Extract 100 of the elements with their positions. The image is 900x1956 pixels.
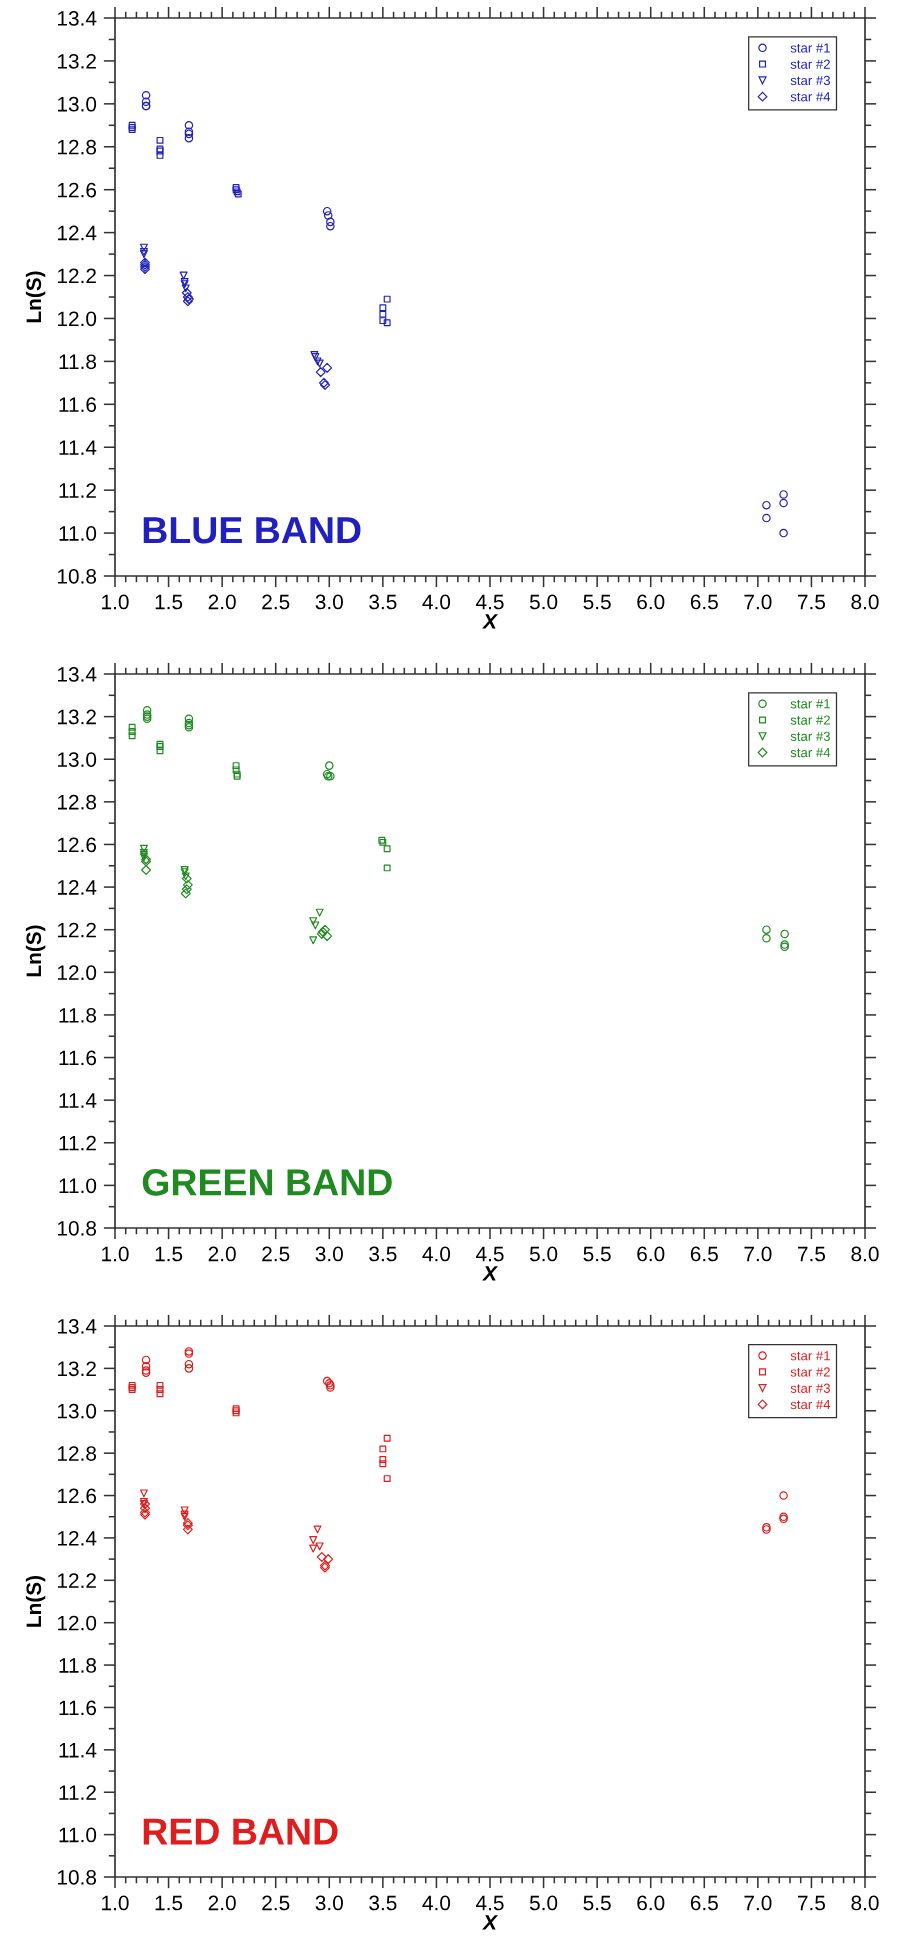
x-tick-label: 4.5 [476,594,504,610]
y-tick-label: 13.2 [57,1361,96,1377]
y-tick-label: 13.2 [57,709,96,725]
y-tick-label: 12.0 [57,965,97,981]
x-tick-label: 2.0 [208,594,236,610]
x-tick-label: 1.5 [155,1895,183,1911]
y-tick-label: 12.4 [57,1530,97,1546]
legend-label: star #3 [790,1383,830,1393]
y-tick-label: 10.8 [57,569,97,584]
y-tick-label: 11.6 [59,397,97,413]
y-tick-label: 12.2 [57,922,96,938]
y-tick-label: 10.8 [57,1221,97,1236]
x-tick-label: 7.5 [798,1246,826,1262]
legend-label: star #2 [790,59,830,69]
x-tick-label: 2.5 [262,1246,290,1262]
y-axis-title: Ln(S) [25,925,46,977]
legend-label: star #4 [790,92,831,102]
x-tick-label: 3.5 [369,1246,397,1262]
annotation: RED BAND [143,1818,338,1845]
y-tick-label: 11.0 [59,526,97,541]
y-tick-label: 11.0 [59,1178,97,1194]
x-tick-label: 6.0 [637,1895,665,1911]
legend-label: star #3 [790,731,830,741]
y-tick-label: 12.4 [57,225,97,241]
x-tick-label: 2.0 [208,1895,236,1911]
y-tick-label: 12.6 [57,1488,97,1504]
x-tick-label: 7.5 [798,1895,826,1911]
legend-label: star #4 [790,748,831,758]
x-tick-label: 3.5 [369,1895,397,1911]
y-tick-label: 11.2 [59,1785,96,1800]
y-tick-label: 11.8 [59,354,97,370]
y-tick-label: 12.4 [57,880,97,895]
y-tick-label: 12.2 [57,268,96,284]
x-tick-label: 5.0 [529,594,558,610]
y-tick-label: 12.6 [57,837,97,853]
x-tick-label: 1.0 [102,1895,129,1911]
y-tick-label: 12.8 [57,1446,97,1461]
y-tick-label: 11.6 [59,1700,97,1716]
x-tick-label: 4.5 [476,1246,504,1262]
x-tick-label: 7.0 [744,594,772,610]
legend-label: star #2 [790,1367,830,1377]
x-tick-label: 4.0 [422,1895,451,1911]
y-tick-label: 13.4 [57,1319,97,1334]
x-tick-label: 8.0 [851,1246,879,1262]
y-tick-label: 13.0 [57,96,97,112]
x-tick-label: 2.0 [208,1246,236,1262]
x-tick-label: 3.5 [369,594,397,610]
y-tick-label: 11.6 [59,1050,97,1066]
x-tick-label: 7.5 [798,594,826,610]
y-tick-label: 11.4 [59,1743,97,1758]
y-axis-title: Ln(S) [25,1575,46,1627]
legend-label: star #3 [790,75,830,86]
legend-label: star #1 [790,1351,830,1361]
y-tick-label: 13.4 [57,667,97,682]
x-tick-label: 6.5 [690,1246,718,1262]
y-tick-label: 11.8 [59,1007,97,1023]
annotation: BLUE BAND [143,517,361,544]
x-tick-label: 5.0 [529,1895,558,1911]
x-tick-label: 8.0 [851,594,879,610]
legend-label: star #1 [790,699,830,709]
y-axis-title: Ln(S) [25,271,46,323]
x-tick-label: 4.5 [476,1895,504,1911]
x-axis-title: X [482,614,498,629]
x-tick-label: 7.0 [744,1246,772,1262]
y-tick-label: 11.0 [59,1827,97,1843]
y-tick-label: 12.8 [57,139,97,155]
y-tick-label: 11.2 [59,1135,96,1151]
x-tick-label: 6.0 [637,1246,665,1262]
legend-label: star #4 [790,1399,831,1410]
x-tick-label: 8.0 [851,1895,879,1911]
x-tick-label: 4.0 [422,1246,451,1262]
y-tick-label: 13.4 [57,11,97,26]
y-tick-label: 13.0 [57,1403,97,1419]
y-tick-label: 12.2 [57,1573,96,1588]
y-tick-label: 13.0 [57,752,97,767]
x-tick-label: 1.0 [102,1246,129,1262]
y-tick-label: 12.6 [57,182,97,198]
x-tick-label: 2.5 [262,594,290,610]
x-tick-label: 7.0 [744,1895,772,1911]
x-tick-label: 1.5 [155,1246,183,1262]
x-tick-label: 5.5 [583,1895,611,1911]
x-tick-label: 1.5 [155,594,183,610]
x-tick-label: 6.0 [637,594,665,610]
x-tick-label: 5.5 [583,1246,611,1262]
x-tick-label: 6.5 [690,1895,718,1911]
y-tick-label: 12.0 [57,311,97,327]
y-tick-label: 11.4 [59,1093,97,1108]
y-tick-label: 11.2 [59,483,96,498]
x-axis-title: X [482,1915,498,1930]
x-tick-label: 2.5 [262,1895,290,1911]
x-tick-label: 5.5 [583,594,611,610]
x-tick-label: 5.0 [529,1246,558,1262]
y-tick-label: 12.8 [57,794,97,810]
y-tick-label: 12.0 [57,1615,97,1631]
x-tick-label: 3.0 [315,594,343,610]
x-tick-label: 4.0 [422,594,451,610]
y-tick-label: 10.8 [57,1870,97,1885]
x-axis-title: X [482,1266,498,1281]
x-tick-label: 6.5 [690,594,718,610]
y-tick-label: 13.2 [57,53,96,69]
